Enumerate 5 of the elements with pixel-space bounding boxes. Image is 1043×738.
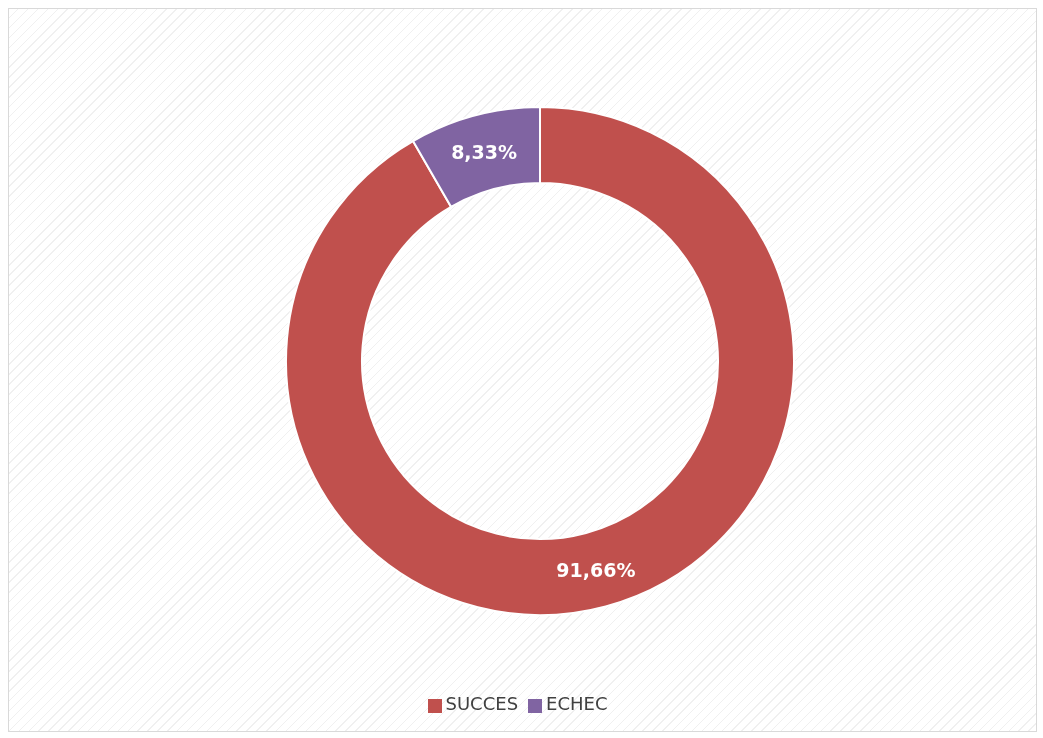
legend-label: SUCCES: [445, 693, 519, 714]
data-label: 8,33%: [451, 141, 518, 164]
legend-label: ECHEC: [546, 693, 608, 714]
data-label: 91,66%: [556, 558, 636, 581]
donut-slice: [285, 106, 795, 616]
